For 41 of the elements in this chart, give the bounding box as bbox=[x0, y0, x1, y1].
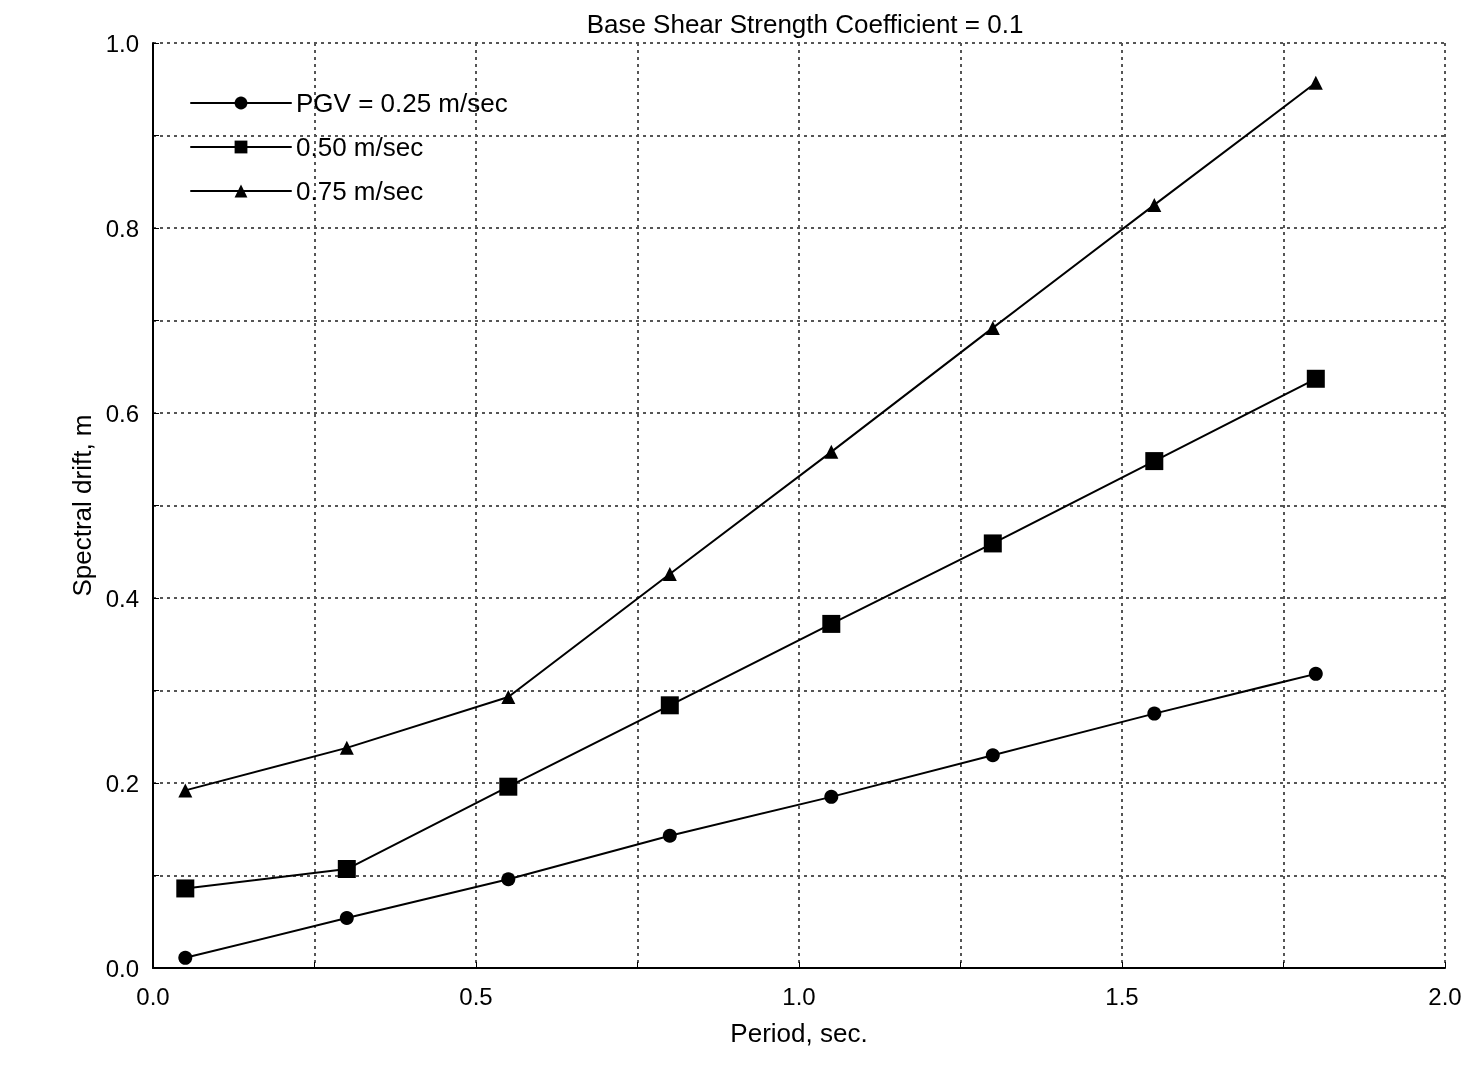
y-tick-label: 0.4 bbox=[105, 584, 139, 612]
y-tick-label: 0.2 bbox=[105, 769, 139, 797]
point bbox=[176, 879, 195, 898]
point bbox=[178, 950, 193, 965]
x-tick-label: 0.0 bbox=[136, 982, 170, 1010]
x-tick-label: 0.5 bbox=[459, 982, 493, 1010]
y-axis-title: Spectral drift, m bbox=[66, 414, 97, 597]
x-tick-label: 1.5 bbox=[1105, 982, 1139, 1010]
x-tick-label: 2.0 bbox=[1428, 982, 1462, 1010]
x-tick-label: 1.0 bbox=[782, 982, 816, 1010]
point bbox=[337, 860, 356, 879]
point bbox=[501, 689, 516, 704]
point bbox=[660, 696, 679, 715]
point bbox=[1308, 666, 1323, 681]
point bbox=[1145, 452, 1164, 471]
point bbox=[662, 566, 677, 581]
point bbox=[662, 828, 677, 843]
point bbox=[1147, 197, 1162, 212]
y-tick-label: 0.8 bbox=[105, 214, 139, 242]
point bbox=[339, 740, 354, 755]
legend-label: 0.75 m/sec bbox=[296, 176, 424, 206]
x-axis-title: Period, sec. bbox=[730, 1018, 868, 1048]
point bbox=[501, 872, 516, 887]
point bbox=[1308, 75, 1323, 90]
y-tick-label: 0.6 bbox=[105, 399, 139, 427]
point bbox=[824, 444, 839, 459]
point bbox=[983, 534, 1002, 553]
point bbox=[178, 783, 193, 798]
point bbox=[824, 789, 839, 804]
legend-label: 0.50 m/sec bbox=[296, 132, 424, 162]
point bbox=[339, 911, 354, 926]
y-tick-label: 0.0 bbox=[105, 954, 139, 982]
point bbox=[1147, 706, 1162, 721]
y-tick-label: 1.0 bbox=[105, 29, 139, 57]
point bbox=[822, 614, 841, 633]
chart-title: Base Shear Strength Coefficient = 0.1 bbox=[586, 9, 1024, 39]
legend-label: PGV = 0.25 m/sec bbox=[296, 88, 508, 118]
point bbox=[985, 748, 1000, 763]
point bbox=[985, 320, 1000, 335]
point bbox=[1306, 369, 1325, 388]
point bbox=[499, 777, 518, 796]
